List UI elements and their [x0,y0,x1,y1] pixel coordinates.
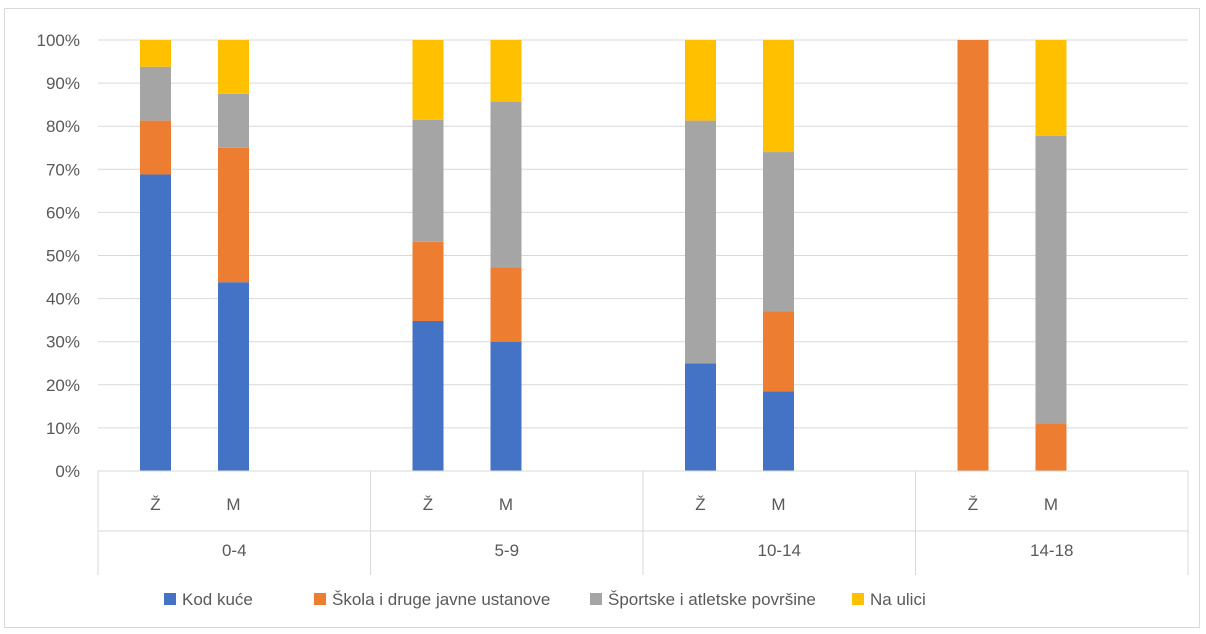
y-tick-label: 60% [46,203,80,222]
legend: Kod kuće Škola i druge javne ustanove Špor… [164,590,926,609]
bar-segment [1035,423,1067,471]
y-tick-label: 80% [46,117,80,136]
bar-segment [412,321,444,471]
legend-label: Škola i druge javne ustanove [332,590,550,609]
gridlines [98,39,1188,472]
bar-segment [1035,135,1067,424]
x-axis: Ž M 0-4 Ž M 5-9 Ž M 10-14 Ž M 14-18 [97,470,1189,575]
bar-segment [218,40,249,94]
y-tick-label: 70% [46,160,80,179]
legend-swatch [590,593,602,605]
bar-segment [685,363,716,471]
legend-swatch [164,593,176,605]
legend-label: Kod kuće [182,590,253,609]
bar-segment [763,391,794,471]
y-tick-label: 40% [46,290,80,309]
y-tick-label: 20% [46,376,80,395]
y-tick-label: 0% [55,462,80,481]
bar-segment [412,119,444,242]
x-group-label: 0-4 [222,541,247,560]
bar-segment [140,40,171,67]
bar-segment [218,147,249,283]
bar-segment [763,311,794,392]
bar-segment [763,40,794,153]
chart-frame [4,8,1200,628]
bar-segment [685,40,716,121]
x-category-label: M [499,495,513,514]
x-category-label: Ž [423,495,433,514]
x-group-label: 14-18 [1030,541,1073,560]
bar-segment [140,174,171,472]
bar-segment [685,120,716,364]
x-category-label: M [771,495,785,514]
y-axis-tick-labels: 0% 10% 20% 30% 40% 50% 60% 70% 80% 90% 100% [37,31,80,481]
x-category-label: M [226,495,240,514]
bar-segment [490,101,522,268]
legend-label: Športske i atletske površine [608,590,816,609]
legend-label: Na ulici [870,590,926,609]
x-category-label: Ž [695,495,705,514]
y-tick-label: 100% [37,31,80,50]
legend-swatch [314,593,326,605]
y-tick-label: 50% [46,247,80,266]
bar-segment [412,40,444,120]
y-tick-label: 30% [46,333,80,352]
y-tick-label: 90% [46,74,80,93]
bar-segment [490,267,522,342]
bar-segment [763,152,794,312]
bar-segment [412,241,444,322]
x-group-label: 5-9 [494,541,519,560]
x-category-label: Ž [968,495,978,514]
x-group-label: 10-14 [758,541,801,560]
bar-segment [218,282,249,471]
bar-segment [957,40,989,471]
bar-segment [490,40,522,102]
x-category-label: Ž [150,495,160,514]
bar-segment [1035,40,1067,136]
bar-segment [140,120,171,175]
bar-segment [218,93,249,148]
bars [140,40,1067,472]
x-category-label: M [1044,495,1058,514]
bar-segment [490,341,522,471]
legend-swatch [852,593,864,605]
bar-segment [140,66,171,121]
y-tick-label: 10% [46,419,80,438]
